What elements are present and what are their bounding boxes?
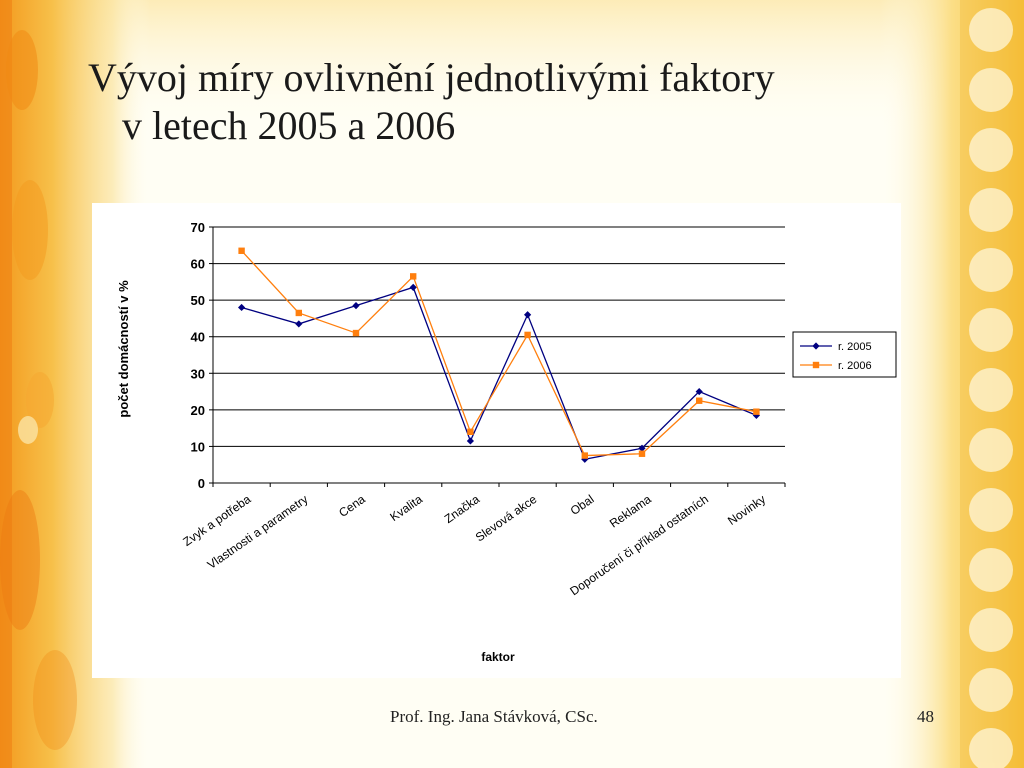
y-tick-label: 0 bbox=[198, 476, 205, 491]
legend-item: r. 2006 bbox=[800, 360, 872, 372]
y-tick-label: 70 bbox=[191, 220, 205, 235]
chart-panel: 0 10 20 30 40 50 60 70 Zvyk a potřeba Vlastnosti… bbox=[92, 203, 901, 678]
x-tick-label: Značka bbox=[442, 492, 483, 526]
legend-marker bbox=[812, 342, 820, 350]
x-tick-label: Slevová akce bbox=[473, 492, 540, 545]
legend-label: r. 2005 bbox=[838, 341, 872, 353]
y-tick-label: 40 bbox=[191, 330, 205, 345]
data-point bbox=[238, 303, 246, 312]
slide-title: Vývoj míry ovlivnění jednotlivými faktor… bbox=[88, 54, 775, 150]
series-2006 bbox=[238, 247, 760, 459]
legend-marker bbox=[812, 361, 820, 369]
chart-axes bbox=[209, 226, 786, 487]
x-tick-label: Kvalita bbox=[387, 492, 425, 524]
decorative-circles bbox=[969, 8, 1013, 768]
y-axis-label: počet domácností v % bbox=[116, 280, 131, 418]
data-point bbox=[410, 273, 417, 280]
chart-legend: r. 2005 r. 2006 bbox=[792, 331, 897, 378]
data-point bbox=[638, 444, 646, 452]
x-tick-label: Reklama bbox=[607, 492, 654, 531]
x-axis-label: faktor bbox=[481, 650, 515, 664]
x-tick-label: Cena bbox=[336, 492, 368, 520]
data-point bbox=[524, 311, 532, 319]
y-tick-label: 60 bbox=[191, 257, 205, 272]
data-point bbox=[696, 397, 703, 404]
y-tick-label: 30 bbox=[191, 366, 205, 381]
y-tick-label: 50 bbox=[191, 293, 205, 308]
data-point bbox=[352, 302, 360, 310]
data-point bbox=[467, 428, 474, 435]
y-tick-label: 10 bbox=[191, 439, 205, 454]
legend-box bbox=[792, 331, 897, 378]
page-number: 48 bbox=[917, 707, 934, 726]
legend-item: r. 2005 bbox=[800, 341, 872, 353]
y-tick-labels: 0 10 20 30 40 50 60 70 bbox=[191, 220, 205, 491]
footer-author: Prof. Ing. Jana Stávková, CSc. bbox=[390, 707, 598, 726]
data-point bbox=[524, 331, 531, 339]
slide-title-line2: v letech 2005 a 2006 bbox=[122, 103, 456, 148]
x-tick-label: Vlastnosti a parametry bbox=[205, 492, 311, 572]
series-line bbox=[241, 250, 757, 457]
data-point bbox=[466, 437, 474, 445]
x-tick-label: Novinky bbox=[725, 492, 768, 528]
legend-label: r. 2006 bbox=[838, 360, 872, 372]
y-tick-label: 20 bbox=[191, 403, 205, 418]
data-point bbox=[238, 247, 245, 254]
data-point bbox=[352, 329, 360, 337]
series-line bbox=[241, 286, 757, 460]
chart-series bbox=[238, 247, 760, 463]
chart-gridlines bbox=[213, 226, 785, 447]
data-point bbox=[295, 309, 302, 317]
data-point bbox=[638, 450, 646, 457]
x-tick-label: Obal bbox=[568, 492, 597, 518]
data-point bbox=[295, 320, 303, 328]
data-point bbox=[581, 452, 588, 459]
slide-title-line1: Vývoj míry ovlivnění jednotlivými faktor… bbox=[88, 55, 775, 100]
data-point bbox=[753, 408, 760, 415]
